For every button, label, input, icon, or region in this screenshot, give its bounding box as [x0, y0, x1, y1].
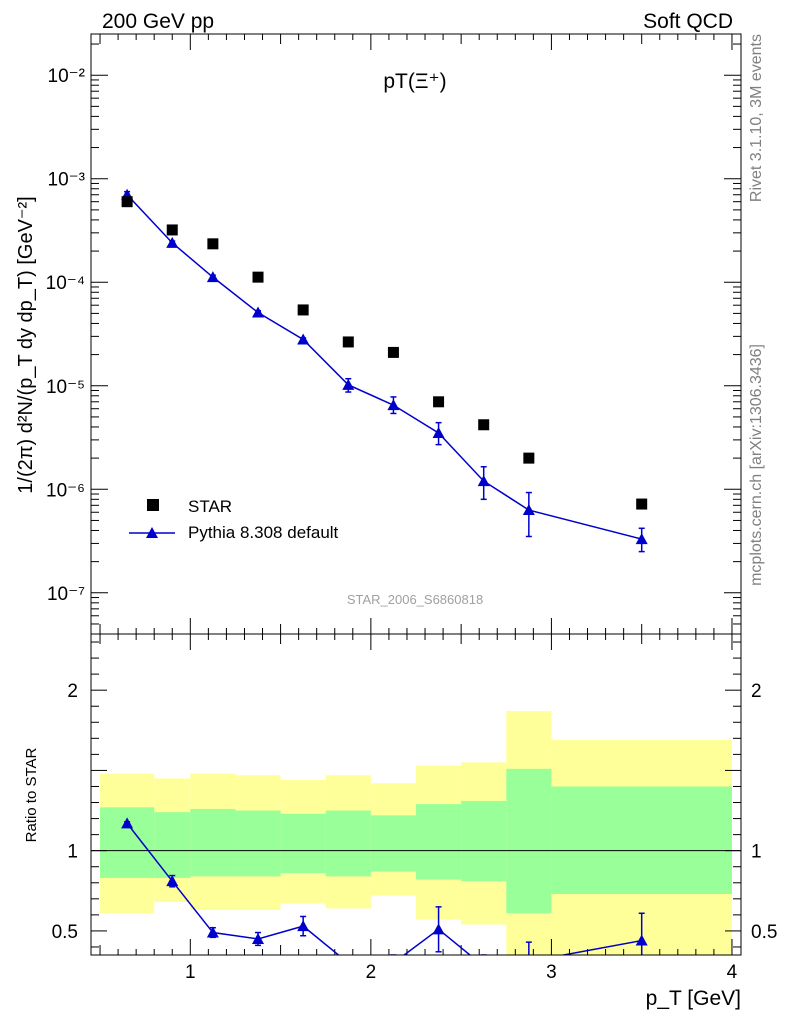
ratio-point: [252, 932, 265, 944]
ratio-frame: [90, 633, 742, 956]
ratio-y-tick-label-right: 0.5: [751, 922, 777, 943]
ratio-y-tick-label: 1: [67, 842, 78, 863]
ratio-y-tick-label-right: 2: [751, 681, 762, 702]
band-inner: [370, 815, 416, 872]
band-inner: [190, 808, 236, 877]
ratio-point: [206, 926, 219, 938]
band-inner: [551, 786, 732, 895]
band-inner: [325, 810, 371, 877]
ratio-ylabel: Ratio to STAR: [23, 747, 40, 842]
mc-point: [166, 236, 179, 248]
ratio-point: [297, 920, 310, 932]
star-point: [478, 419, 490, 431]
y-tick-label: 10⁻⁴: [46, 273, 85, 294]
mc-point: [387, 399, 400, 411]
mc-point: [297, 333, 310, 345]
ratio-y-tick-label-right: 1: [751, 842, 762, 863]
band-inner: [235, 810, 281, 877]
y-tick-label: 10⁻³: [48, 170, 86, 191]
ratio-point: [523, 955, 535, 966]
legend: STAR Pythia 8.308 default: [129, 497, 339, 542]
x-tick-label: 2: [366, 962, 377, 983]
mcplots-label: mcplots.cern.ch [arXiv:1306.3436]: [748, 344, 765, 586]
mc-point: [342, 378, 355, 390]
mc-point: [252, 306, 265, 318]
mc-point: [477, 475, 490, 487]
ratio-series-line: [126, 822, 642, 955]
main-ylabel: 1/(2π) d²N/(p_T dy dp_T) [GeV⁻²]: [15, 196, 37, 493]
star-point: [342, 336, 354, 348]
x-tick-label: 1: [185, 962, 196, 983]
header-right: Soft QCD: [643, 10, 733, 33]
mc-point: [432, 426, 445, 438]
legend-marker-star: [147, 499, 159, 511]
ratio-y-tick-label: 0.5: [52, 922, 78, 943]
ratio-point: [342, 957, 354, 968]
ratio-point: [635, 934, 648, 946]
y-tick-label: 10⁻⁵: [46, 377, 85, 398]
star-point: [121, 196, 133, 208]
legend-label-star: STAR: [188, 497, 232, 516]
y-tick-label: 10⁻⁷: [47, 584, 85, 605]
main-panel: 10⁻⁷ 10⁻⁶ 10⁻⁵ 10⁻⁴ 10⁻³ 10⁻² pT(Ξ⁺) STAR_200…: [15, 33, 742, 635]
mc-series-line: [126, 194, 642, 540]
ratio-point: [432, 923, 445, 935]
ratio-panel: 0.5 0.5 1 1 2 2 1 2 3 4 Ratio to STAR p_T [GeV]: [23, 633, 777, 1010]
star-point: [523, 452, 535, 464]
ratio-point: [121, 817, 134, 829]
star-point: [166, 224, 178, 236]
star-point: [433, 396, 445, 408]
xlabel: p_T [GeV]: [646, 987, 741, 1010]
band-inner: [154, 812, 191, 878]
y-tick-label: 10⁻⁶: [46, 480, 85, 501]
main-title: pT(Ξ⁺): [383, 70, 446, 93]
mc-point: [635, 533, 648, 545]
band-inner: [506, 768, 552, 914]
x-tick-label: 3: [546, 962, 557, 983]
rivet-label: Rivet 3.1.10, 3M events: [748, 34, 765, 202]
watermark: STAR_2006_S6860818: [347, 592, 483, 607]
mc-point: [522, 504, 535, 516]
ratio-y-tick-label: 2: [67, 681, 78, 702]
ratio-point: [387, 957, 399, 968]
band-inner: [416, 804, 462, 880]
star-point: [297, 304, 309, 316]
x-tick-label: 4: [727, 962, 738, 983]
y-tick-label: 10⁻²: [48, 66, 86, 87]
ratio-point: [478, 960, 490, 971]
legend-label-mc: Pythia 8.308 default: [188, 523, 339, 542]
header-left: 200 GeV pp: [102, 10, 214, 33]
band-inner: [461, 800, 507, 882]
ratio-point: [166, 875, 179, 887]
star-point: [636, 498, 648, 510]
star-point: [207, 238, 219, 250]
band-inner: [280, 813, 326, 874]
legend-marker-mc: [146, 527, 158, 538]
star-point: [252, 271, 264, 283]
mc-point: [206, 271, 219, 283]
star-point: [387, 346, 399, 358]
